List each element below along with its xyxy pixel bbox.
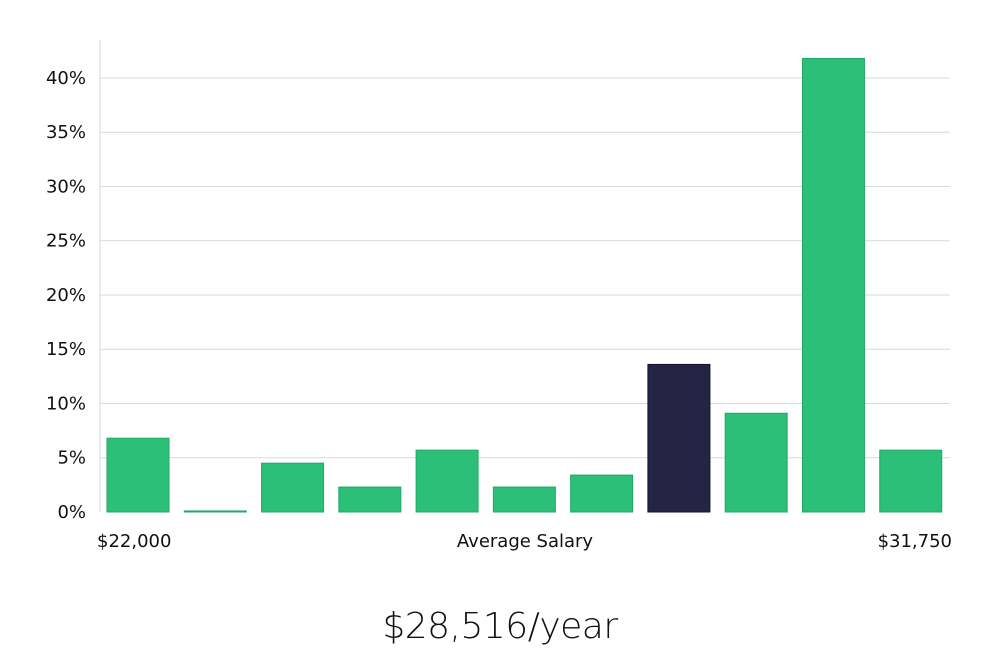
y-tick-label: 25% [46, 231, 86, 252]
x-axis-title: Average Salary [457, 531, 594, 552]
bar [106, 437, 170, 513]
bar [801, 57, 865, 513]
bar [183, 510, 247, 513]
y-axis-tick-labels: 0% 5% 10% 15% 20% 25% 30% 35% 40% [46, 68, 86, 523]
x-axis-max-label: $31,750 [878, 531, 952, 552]
bar [492, 486, 556, 513]
bar [879, 449, 943, 513]
bar [415, 449, 479, 513]
bar [261, 462, 325, 513]
average-salary-figure: $28,516/year [382, 606, 618, 647]
y-tick-label: 20% [46, 285, 86, 306]
y-tick-label: 30% [46, 176, 86, 197]
y-tick-label: 35% [46, 122, 86, 143]
y-tick-label: 40% [46, 68, 86, 89]
salary-distribution-chart: 0% 5% 10% 15% 20% 25% 30% 35% 40% $22,000 Averag… [46, 40, 952, 552]
x-axis-min-label: $22,000 [97, 531, 171, 552]
y-tick-label: 15% [46, 339, 86, 360]
y-tick-label: 5% [57, 448, 86, 469]
bars [106, 57, 943, 513]
bar [338, 486, 402, 513]
gridlines [100, 77, 950, 459]
y-tick-label: 0% [57, 502, 86, 523]
bar-highlighted [647, 363, 711, 513]
y-tick-label: 10% [46, 393, 86, 414]
bar [570, 474, 634, 513]
bar [724, 412, 788, 513]
